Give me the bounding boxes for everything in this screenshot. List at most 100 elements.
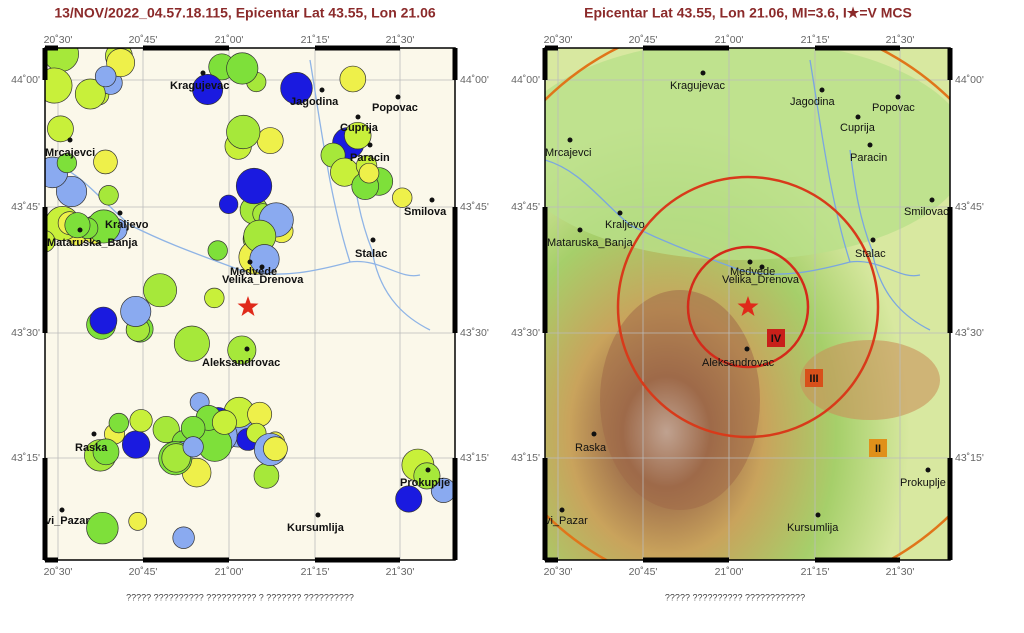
city-dot (591, 431, 597, 437)
lat-tick-label: 43˚45' (460, 201, 489, 213)
lon-tick-label: 21˚30' (886, 34, 915, 46)
city-dot (700, 70, 706, 76)
highland (600, 290, 760, 510)
epicenter-star (237, 296, 259, 316)
map-caption: ????? ?????????? ???????????? (665, 592, 805, 602)
city-label: Cuprija (340, 122, 379, 134)
event-marker (344, 121, 372, 150)
intensity-label: IV (771, 333, 782, 345)
lat-tick-label: 43˚15' (955, 452, 984, 464)
intensity-ring (616, 175, 880, 439)
city-label: Smilova (404, 206, 447, 218)
lon-tick-label: 20˚30' (544, 566, 573, 578)
event-marker (227, 335, 257, 365)
city-label: Mataruska_Banja (47, 237, 138, 249)
intensity-ring (686, 245, 810, 369)
lat-tick-label: 44˚00' (460, 74, 489, 86)
event-marker (121, 430, 151, 459)
event-marker (129, 409, 153, 433)
city-dot (815, 512, 821, 518)
lat-tick-label: 43˚30' (460, 327, 489, 339)
lon-tick-label: 21˚15' (801, 34, 830, 46)
event-marker (128, 512, 148, 531)
lat-tick-label: 43˚15' (511, 452, 540, 464)
city-dot (67, 137, 73, 143)
city-dot (867, 142, 873, 148)
lon-tick-label: 21˚15' (801, 566, 830, 578)
city-label: Mrcajevci (45, 147, 95, 159)
city-dot (577, 227, 583, 233)
city-label: Kursumlija (787, 522, 839, 534)
event-marker (161, 443, 191, 473)
city-dot (925, 467, 931, 473)
event-marker (392, 187, 413, 208)
city-label: Aleksandrovac (202, 357, 280, 369)
event-marker (247, 401, 273, 427)
city-dot (747, 259, 753, 265)
city-dot (559, 507, 565, 513)
event-marker (207, 240, 228, 261)
city-dot (929, 197, 935, 203)
city-dot (567, 137, 573, 143)
city-dot (200, 70, 206, 76)
city-label: Kraljevo (105, 219, 149, 231)
city-label: Kraljevo (605, 219, 645, 231)
city-label: Paracin (350, 152, 390, 164)
city-dot (247, 259, 253, 265)
event-marker (94, 65, 117, 88)
lon-tick-label: 21˚30' (386, 566, 415, 578)
event-marker (226, 114, 261, 150)
event-marker (86, 511, 119, 545)
city-label: vi_Pazar (545, 515, 588, 527)
lat-tick-label: 43˚30' (955, 327, 984, 339)
lat-tick-label: 43˚30' (11, 327, 40, 339)
city-label: vi_Pazar (45, 515, 90, 527)
city-dot (91, 431, 97, 437)
lon-tick-label: 21˚00' (215, 566, 244, 578)
lat-tick-label: 43˚15' (11, 452, 40, 464)
city-dot (117, 210, 123, 216)
lat-tick-label: 44˚00' (955, 74, 984, 86)
city-label: Medvede (730, 266, 775, 278)
event-marker (93, 149, 118, 175)
event-marker (256, 127, 284, 155)
city-dot (259, 264, 265, 270)
event-marker (182, 436, 204, 458)
map-title: 13/NOV/2022_04.57.18.115, Epicentar Lat … (54, 5, 436, 21)
intensity-box (869, 439, 887, 457)
city-label: Mataruska_Banja (547, 237, 633, 249)
lon-tick-label: 21˚30' (886, 566, 915, 578)
event-marker (339, 65, 367, 93)
city-dot (425, 467, 431, 473)
city-dot (77, 227, 83, 233)
lat-tick-label: 43˚45' (955, 201, 984, 213)
city-label: Stalac (355, 248, 387, 260)
city-dot (370, 237, 376, 243)
river (545, 59, 931, 331)
event-marker (226, 52, 259, 85)
event-marker (108, 412, 129, 434)
event-marker (47, 115, 74, 143)
event-marker (413, 462, 441, 490)
intensity-box (805, 369, 823, 387)
event-marker (64, 212, 91, 239)
city-dot (744, 346, 750, 352)
lon-tick-label: 20˚30' (544, 34, 573, 46)
intensity-box (767, 329, 785, 347)
city-label: Popovac (372, 102, 418, 114)
city-label: Jagodina (790, 96, 836, 108)
event-marker (358, 162, 380, 184)
lon-tick-label: 21˚30' (386, 34, 415, 46)
lon-tick-label: 21˚15' (301, 34, 330, 46)
city-label: Kursumlija (287, 522, 345, 534)
city-dot (870, 237, 876, 243)
city-label: Velika_Drenova (722, 274, 800, 286)
city-dot (819, 87, 825, 93)
lon-tick-label: 21˚15' (301, 566, 330, 578)
event-marker (56, 152, 77, 174)
highland (800, 340, 940, 420)
city-dot (244, 346, 250, 352)
lat-tick-label: 43˚45' (511, 201, 540, 213)
event-marker (211, 409, 237, 435)
